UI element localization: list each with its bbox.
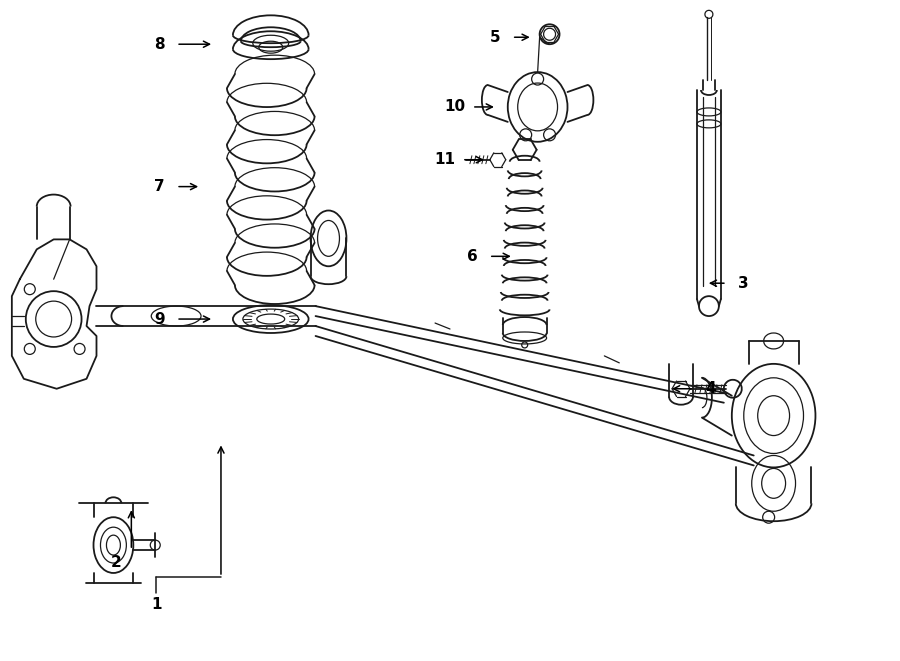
Text: 10: 10: [445, 99, 465, 114]
Text: 9: 9: [154, 311, 165, 327]
Text: 4: 4: [706, 381, 716, 396]
Text: 8: 8: [154, 37, 165, 52]
Text: 3: 3: [738, 276, 749, 291]
Text: 6: 6: [466, 249, 477, 264]
Text: 5: 5: [490, 30, 500, 45]
Text: 2: 2: [111, 555, 122, 570]
Text: 1: 1: [151, 598, 161, 612]
Text: 7: 7: [154, 179, 165, 194]
Text: 11: 11: [435, 152, 455, 167]
